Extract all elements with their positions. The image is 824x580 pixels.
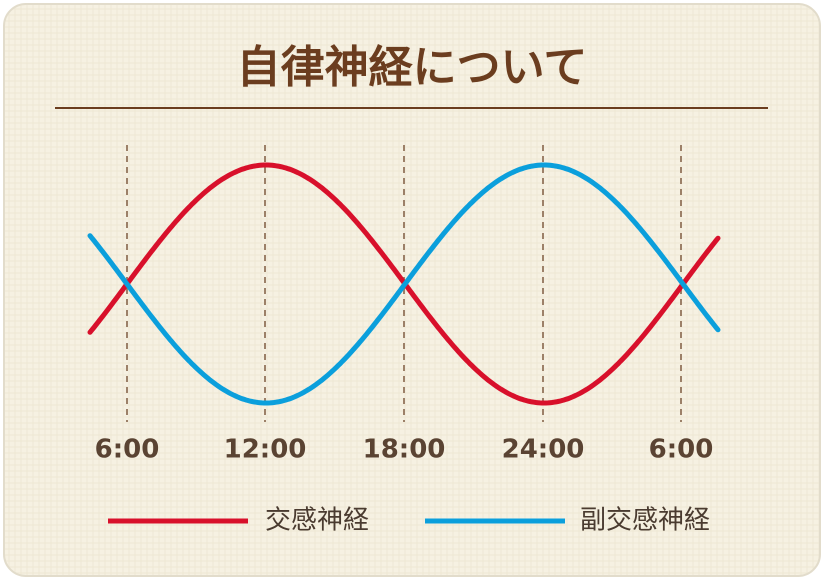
legend: 交感神経 副交感神経	[108, 506, 710, 536]
time-labels: 6:00 12:00 18:00 24:00 6:00	[95, 435, 714, 465]
time-label: 18:00	[363, 435, 446, 465]
time-label: 12:00	[224, 435, 307, 465]
time-label: 24:00	[502, 435, 585, 465]
title: 自律神経について	[237, 42, 588, 93]
time-label: 6:00	[649, 435, 714, 465]
legend-label: 交感神経	[265, 506, 369, 536]
time-guides	[126, 145, 682, 422]
legend-label: 副交感神経	[580, 506, 710, 536]
time-label: 6:00	[95, 435, 160, 465]
parasympathetic-curve	[87, 162, 721, 406]
